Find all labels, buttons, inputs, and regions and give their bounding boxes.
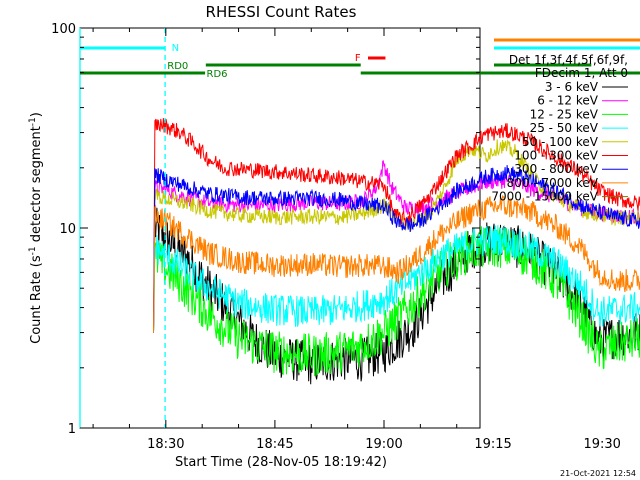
y-tick-label: 1 bbox=[68, 422, 76, 437]
series-line bbox=[153, 118, 640, 333]
data-series-group bbox=[153, 118, 640, 385]
legend-entry-label: 100 - 300 keV bbox=[514, 149, 598, 163]
legend-entry-label: 25 - 50 keV bbox=[530, 121, 599, 135]
legend-entry-label: 3 - 6 keV bbox=[545, 80, 599, 94]
series-line bbox=[153, 165, 640, 333]
y-tick-label: 100 bbox=[51, 22, 76, 37]
y-axis-ticks: 1 10 100 bbox=[51, 22, 480, 437]
legend-entry-label: 7000 - 15000 keV bbox=[491, 190, 598, 204]
chart-title: RHESSI Count Rates bbox=[206, 3, 357, 21]
series-line bbox=[153, 225, 640, 333]
legend-entry-label: 12 - 25 keV bbox=[530, 107, 599, 121]
x-tick-label: 19:15 bbox=[474, 437, 511, 452]
orbit-bar-label: N bbox=[172, 43, 179, 54]
legend: Det 1f,3f,4f,5f,6f,9f, FDecim 1, Att 0 3… bbox=[491, 53, 628, 204]
legend-entry-label: 800 - 7000 keV bbox=[507, 176, 599, 190]
x-tick-label: 18:45 bbox=[256, 437, 293, 452]
legend-entry-label: 50 - 100 keV bbox=[522, 135, 599, 149]
legend-header-line1: Det 1f,3f,4f,5f,6f,9f, bbox=[509, 53, 628, 67]
legend-entry-label: 300 - 800 keV bbox=[514, 162, 598, 176]
orbit-bar-label: RD6 bbox=[207, 69, 228, 80]
legend-entry-label: 6 - 12 keV bbox=[537, 94, 599, 108]
orbit-bar-label: RD0 bbox=[167, 61, 188, 72]
x-tick-label: 19:30 bbox=[583, 437, 620, 452]
y-tick-label: 10 bbox=[59, 222, 76, 237]
orbit-bar-label: F bbox=[355, 53, 361, 64]
legend-header-line2: FDecim 1, Att 0 bbox=[535, 66, 628, 80]
x-axis-label: Start Time (28-Nov-05 18:19:42) bbox=[175, 455, 387, 470]
timestamp: 21-Oct-2021 12:54 bbox=[560, 469, 636, 478]
orbit-flag-bars: NRD0RD6FS bbox=[80, 38, 640, 80]
series-line bbox=[153, 194, 640, 333]
x-tick-label: 18:30 bbox=[147, 437, 184, 452]
y-axis-label: Count Rate (s-1 detector segment-1) bbox=[28, 112, 44, 344]
x-tick-label: 19:00 bbox=[365, 437, 402, 452]
series-line bbox=[153, 207, 640, 385]
